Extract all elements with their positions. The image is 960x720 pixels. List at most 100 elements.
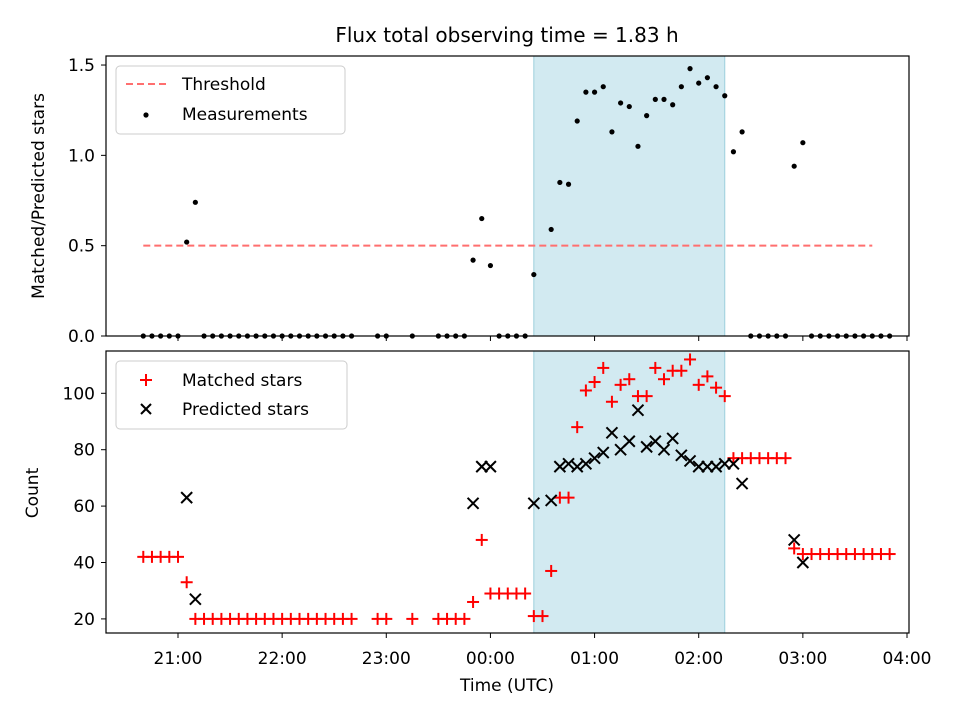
- measurement-point: [557, 179, 563, 186]
- matched-star-point: [380, 612, 393, 625]
- measurement-point: [184, 239, 190, 245]
- bottom-y-tick-label: 60: [73, 497, 95, 517]
- measurement-point: [609, 129, 615, 135]
- measurement-point: [600, 84, 606, 90]
- top-y-tick-label: 1.0: [68, 146, 95, 166]
- measurement-point: [730, 149, 737, 155]
- matched-star-point: [345, 612, 358, 625]
- predicted-star-point: [180, 491, 193, 504]
- matched-star-point: [562, 491, 575, 504]
- bottom-y-tick-label: 80: [73, 441, 95, 461]
- matched-star-point: [519, 587, 532, 600]
- predicted-star-point: [631, 404, 645, 417]
- predicted-star-point: [597, 446, 610, 459]
- legend-predicted-label: Predicted stars: [182, 400, 309, 420]
- measurement-point: [574, 118, 580, 124]
- predicted-star-point: [683, 454, 697, 468]
- bottom-x-axis: 21:00 22:00 23:00 00:00 01:00 02:00 03:00 04:00: [154, 633, 932, 669]
- bottom-highlight-span: [533, 350, 726, 634]
- measurement-point: [591, 89, 598, 95]
- measurement-point: [644, 113, 650, 119]
- matched-star-point: [180, 576, 193, 589]
- matched-star-point: [788, 542, 801, 555]
- predicted-star-point: [553, 460, 567, 473]
- matched-star-point: [649, 361, 662, 374]
- measurement-point: [739, 129, 745, 135]
- measurement-point: [626, 103, 632, 110]
- top-legend: Threshold Measurements: [115, 65, 346, 135]
- predicted-star-point: [675, 449, 688, 462]
- legend-predicted-swatch: [140, 403, 152, 415]
- top-panel: 0.0 0.5 1.0 1.5 Matched/Predicted stars Thr…: [29, 55, 910, 347]
- matched-star-point: [779, 452, 792, 465]
- top-y-tick-label: 0.0: [68, 327, 95, 347]
- measurement-point: [479, 215, 485, 222]
- bottom-x-tick-label: 21:00: [154, 649, 203, 669]
- predicted-star-point: [189, 592, 202, 606]
- bottom-y-axis: 20 40 60 80 100: [63, 384, 106, 630]
- matched-star-point: [701, 370, 714, 383]
- predicted-star-point: [709, 460, 723, 473]
- bottom-x-tick-label: 04:00: [883, 649, 932, 669]
- matched-star-point: [475, 533, 488, 546]
- measurement-point: [531, 271, 537, 278]
- measurement-point: [618, 100, 624, 106]
- matched-star-point: [588, 376, 601, 389]
- measurement-point: [583, 89, 589, 95]
- predicted-star-point: [640, 440, 653, 454]
- top-y-tick-label: 1.5: [68, 56, 95, 76]
- bottom-x-tick-label: 00:00: [466, 649, 515, 669]
- measurement-point: [565, 181, 572, 187]
- predicted-star-point: [735, 477, 749, 490]
- top-series-layer: [140, 66, 893, 339]
- top-highlight-span: [533, 55, 726, 337]
- matched-star-point: [605, 395, 618, 408]
- predicted-star-point: [579, 457, 593, 471]
- bottom-y-tick-label: 40: [73, 554, 95, 574]
- predicted-star-point: [588, 451, 601, 465]
- bottom-panel: 20 40 60 80 100 21:00 22:00 23:00 00:00 01:00 02:…: [23, 350, 932, 696]
- predicted-star-point: [571, 460, 584, 473]
- bottom-y-axis-label: Count: [23, 467, 43, 518]
- predicted-star-point: [666, 432, 679, 445]
- legend-measurements-swatch: [143, 112, 149, 118]
- predicted-star-point: [544, 494, 558, 507]
- measurement-point: [192, 199, 198, 205]
- bottom-x-tick-label: 02:00: [674, 649, 723, 669]
- top-plot-frame: [105, 55, 910, 337]
- measurement-point: [704, 75, 710, 81]
- predicted-star-point: [466, 497, 480, 510]
- bottom-y-tick-label: 20: [73, 610, 95, 630]
- measurement-point: [548, 226, 554, 233]
- legend-matched-label: Matched stars: [182, 371, 302, 391]
- measurement-point: [470, 257, 476, 263]
- legend-threshold-label: Threshold: [181, 75, 266, 95]
- matched-star-point: [883, 548, 896, 561]
- matched-star-point: [406, 612, 419, 625]
- measurement-point: [487, 262, 494, 269]
- matched-star-point: [597, 361, 610, 374]
- predicted-star-point: [657, 443, 671, 456]
- top-y-tick-label: 0.5: [68, 237, 95, 257]
- chart-title: Flux total observing time = 1.83 h: [335, 23, 678, 47]
- predicted-star-point: [484, 460, 497, 473]
- matched-star-point: [579, 384, 592, 397]
- matched-star-point: [675, 364, 688, 377]
- legend-measurements-label: Measurements: [182, 105, 308, 125]
- measurement-point: [652, 96, 658, 102]
- top-y-axis: 0.0 0.5 1.0 1.5: [68, 56, 106, 347]
- bottom-x-tick-label: 23:00: [362, 649, 411, 669]
- matched-star-point: [692, 378, 705, 391]
- matched-star-point: [718, 390, 731, 403]
- matched-star-point: [710, 381, 723, 394]
- matched-star-point: [458, 612, 471, 625]
- predicted-star-point: [527, 497, 541, 510]
- measurement-point: [791, 163, 797, 169]
- matched-star-point: [684, 353, 697, 366]
- predicted-star-point: [605, 426, 619, 439]
- measurement-point: [670, 102, 676, 108]
- measurement-point: [635, 143, 641, 149]
- measurement-point: [696, 80, 702, 86]
- measurement-point: [800, 140, 806, 146]
